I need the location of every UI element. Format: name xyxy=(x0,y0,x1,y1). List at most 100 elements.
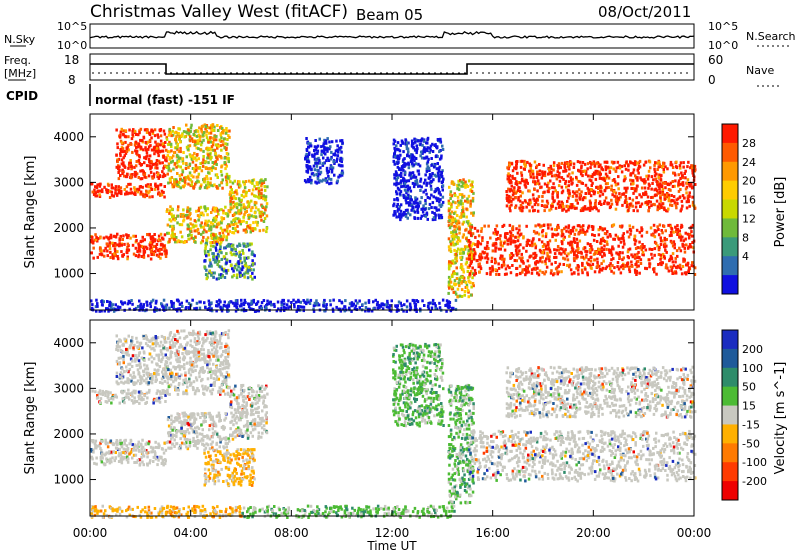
range-cell xyxy=(263,211,266,215)
range-cell xyxy=(170,145,173,148)
range-cell xyxy=(535,266,539,270)
range-cell xyxy=(212,148,215,152)
range-cell xyxy=(510,255,514,259)
range-cell xyxy=(189,139,192,143)
range-cell xyxy=(629,172,633,176)
range-cell xyxy=(172,307,175,311)
range-cell xyxy=(240,198,243,202)
range-cell xyxy=(411,161,414,165)
range-cell xyxy=(233,304,236,308)
range-cell xyxy=(414,196,417,200)
range-cell xyxy=(206,148,210,152)
range-cell xyxy=(460,180,463,184)
range-cell xyxy=(225,236,229,240)
range-cell xyxy=(627,235,631,239)
range-cell xyxy=(210,309,214,313)
range-cell xyxy=(258,229,262,233)
range-cell xyxy=(306,157,309,161)
range-cell xyxy=(619,240,623,244)
range-cell xyxy=(583,169,586,173)
range-cell xyxy=(157,154,160,158)
range-cell xyxy=(211,184,215,188)
range-cell xyxy=(224,246,227,250)
range-cell xyxy=(634,176,638,180)
range-cell xyxy=(463,290,467,293)
range-cell xyxy=(618,251,622,254)
range-cell xyxy=(247,302,250,306)
range-cell xyxy=(128,163,131,167)
range-cell xyxy=(130,142,133,146)
noise-left-tick-top: 10^5 xyxy=(57,20,87,33)
range-cell xyxy=(581,208,585,212)
range-cell xyxy=(336,179,339,183)
range-cell xyxy=(203,249,207,253)
range-cell xyxy=(185,155,188,159)
range-cell xyxy=(340,160,343,164)
range-cell xyxy=(517,235,520,239)
range-cell xyxy=(112,256,115,260)
range-cell xyxy=(470,211,473,215)
range-cell xyxy=(425,183,428,187)
range-cell xyxy=(678,235,681,239)
range-cell xyxy=(167,162,171,166)
range-cell xyxy=(367,309,370,313)
range-cell xyxy=(581,271,584,275)
range-cell xyxy=(231,248,234,252)
range-cell xyxy=(631,255,635,259)
range-cell xyxy=(172,185,175,189)
range-cell xyxy=(128,161,131,165)
range-cell xyxy=(473,273,476,277)
range-cell xyxy=(577,188,581,192)
range-cell xyxy=(149,170,153,174)
range-cell xyxy=(603,160,607,164)
range-cell xyxy=(456,183,459,187)
range-cell xyxy=(209,227,213,231)
range-cell xyxy=(437,179,441,183)
range-cell xyxy=(425,211,429,215)
range-cell xyxy=(162,298,166,302)
range-cell xyxy=(173,232,176,236)
range-cell xyxy=(210,148,213,152)
range-cell xyxy=(307,141,310,145)
range-cell xyxy=(614,169,617,173)
range-cell xyxy=(613,180,617,184)
range-cell xyxy=(447,207,451,211)
range-cell xyxy=(262,228,265,232)
range-cell xyxy=(616,182,620,186)
range-cell xyxy=(630,187,633,190)
range-cell xyxy=(226,212,229,216)
range-cell xyxy=(439,138,442,142)
range-cell xyxy=(521,177,524,181)
range-cell xyxy=(626,255,630,258)
range-cell xyxy=(467,219,470,223)
range-cell xyxy=(647,209,650,213)
range-cell xyxy=(243,205,246,209)
range-cell xyxy=(608,170,612,174)
range-cell xyxy=(206,213,209,217)
range-cell xyxy=(131,243,135,247)
range-cell xyxy=(437,213,440,217)
range-cell xyxy=(627,206,631,209)
range-cell xyxy=(396,209,399,213)
range-cell xyxy=(639,176,642,180)
range-cell xyxy=(339,156,343,160)
range-cell xyxy=(420,185,423,189)
range-cell xyxy=(462,214,466,218)
range-cell xyxy=(216,304,219,308)
range-cell xyxy=(580,268,584,272)
range-cell xyxy=(175,161,179,165)
range-cell xyxy=(533,251,537,255)
range-cell xyxy=(127,248,131,252)
range-cell xyxy=(328,147,331,151)
range-cell xyxy=(586,167,589,171)
range-cell xyxy=(392,155,396,159)
range-cell xyxy=(456,227,459,231)
range-cell xyxy=(177,307,180,311)
range-cell xyxy=(233,196,236,200)
range-cell xyxy=(683,250,687,254)
range-cell xyxy=(656,244,659,248)
range-cell xyxy=(216,124,219,127)
range-cell xyxy=(226,138,229,141)
range-cell xyxy=(560,234,564,238)
range-cell xyxy=(138,244,141,248)
